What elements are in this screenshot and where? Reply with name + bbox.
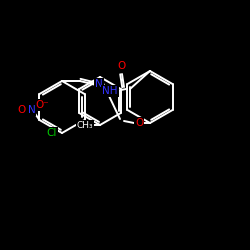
Text: CH₃: CH₃ bbox=[77, 120, 93, 130]
Text: Cl: Cl bbox=[47, 128, 57, 138]
Text: O: O bbox=[17, 105, 25, 115]
Text: O⁻: O⁻ bbox=[36, 100, 49, 110]
Text: NH: NH bbox=[102, 86, 118, 96]
Text: N: N bbox=[95, 79, 103, 89]
Text: O: O bbox=[135, 118, 143, 128]
Text: O: O bbox=[118, 61, 126, 71]
Text: N: N bbox=[28, 105, 35, 115]
